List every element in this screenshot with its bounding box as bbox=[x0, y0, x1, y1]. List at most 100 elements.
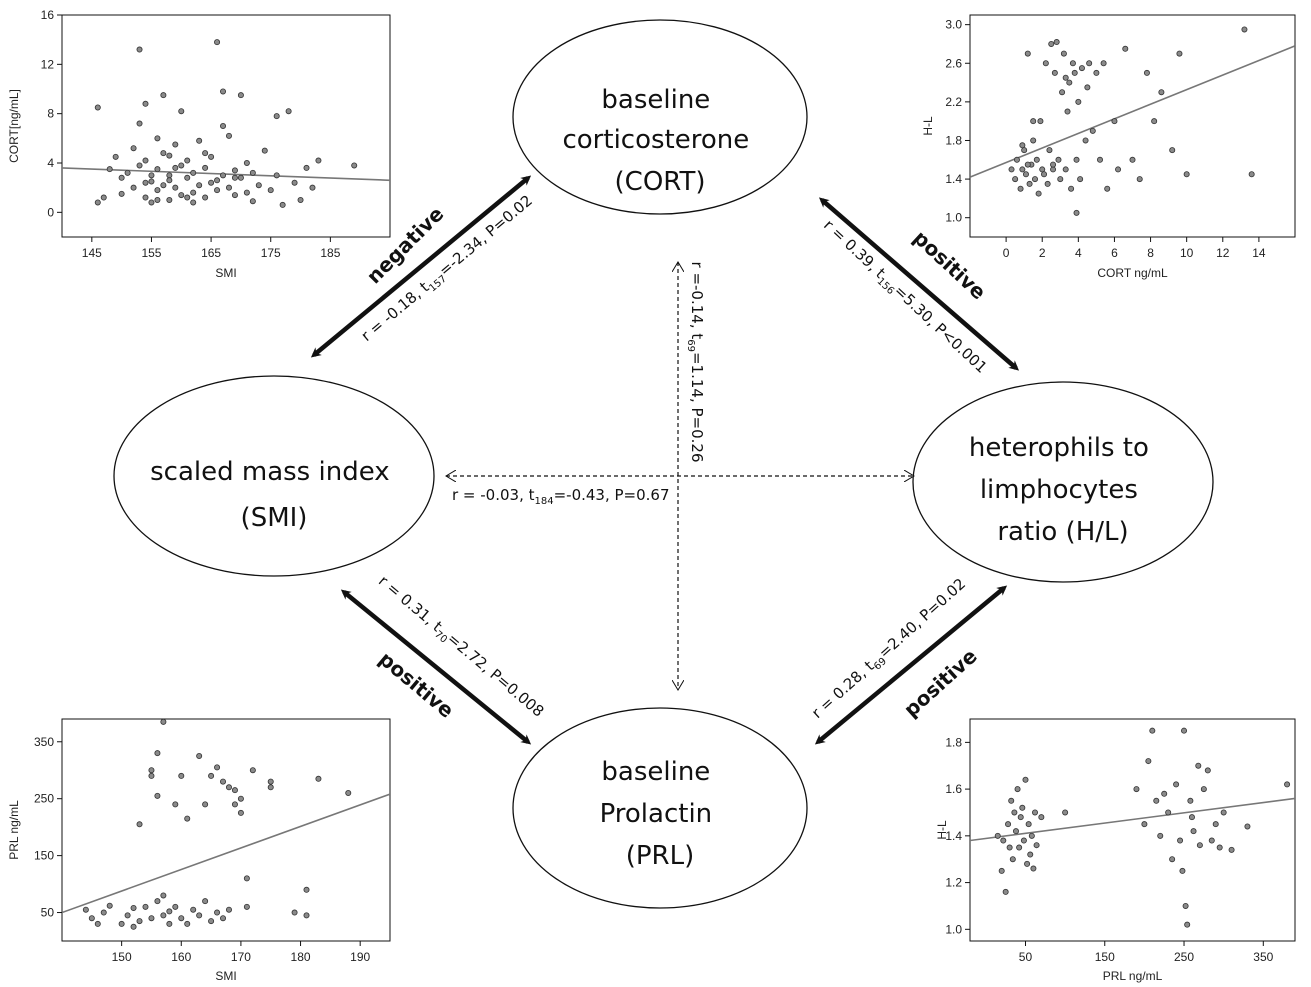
data-point bbox=[1019, 804, 1026, 811]
data-point bbox=[1035, 190, 1042, 197]
data-point bbox=[166, 920, 173, 927]
data-point bbox=[148, 199, 155, 206]
data-point bbox=[202, 150, 209, 157]
y-tick-label: 250 bbox=[34, 792, 54, 806]
data-point bbox=[130, 145, 137, 152]
data-point bbox=[1220, 809, 1227, 816]
data-point bbox=[118, 920, 125, 927]
data-point bbox=[154, 135, 161, 142]
data-point bbox=[1032, 809, 1039, 816]
svg-text:baseline Prolactin: baseline Prolactin (PRL) bbox=[600, 757, 721, 871]
x-tick-label: 150 bbox=[112, 950, 132, 964]
data-point bbox=[1183, 171, 1190, 178]
data-point bbox=[1046, 147, 1053, 154]
data-point bbox=[303, 886, 310, 893]
data-point bbox=[160, 182, 167, 189]
x-tick-label: 185 bbox=[320, 246, 340, 260]
stats-cort-prl-rest: =1.14, P=0.26 bbox=[688, 352, 706, 463]
data-point bbox=[1068, 185, 1075, 192]
data-point bbox=[285, 108, 292, 115]
data-point bbox=[178, 108, 185, 115]
data-point bbox=[249, 169, 256, 176]
x-tick-label: 190 bbox=[350, 950, 370, 964]
data-point bbox=[1097, 156, 1104, 163]
data-point bbox=[142, 179, 149, 186]
stats-smi-prl-rest: =2.72, P=0.008 bbox=[444, 630, 548, 721]
y-tick-label: 1.4 bbox=[945, 172, 962, 186]
data-point bbox=[1062, 166, 1069, 173]
data-point bbox=[94, 920, 101, 927]
data-point bbox=[208, 918, 215, 925]
data-point bbox=[214, 177, 221, 184]
data-point bbox=[1161, 790, 1168, 797]
data-point bbox=[1027, 851, 1034, 858]
data-point bbox=[1169, 856, 1176, 863]
stats-cort-prl: r =-0.14, t69=1.14, P=0.26 bbox=[685, 262, 706, 463]
x-tick-label: 2 bbox=[1039, 246, 1046, 260]
data-point bbox=[202, 801, 209, 808]
stats-prl-hl: r = 0.28, t69=2.40, P=0.02 bbox=[808, 575, 971, 725]
node-hl-line-2: limphocytes bbox=[980, 475, 1138, 505]
scatter-prl-vs-hl: 50 150 250 350 1.0 1.2 1.4 1.6 1.8 PRL ng/mL H-L bbox=[935, 718, 1296, 983]
data-point bbox=[1136, 176, 1143, 183]
data-point bbox=[237, 795, 244, 802]
node-cort: baseline corticosterone (CORT) bbox=[512, 19, 808, 215]
data-point bbox=[160, 912, 167, 919]
node-prl-line-2: Prolactin bbox=[600, 799, 713, 829]
data-point bbox=[249, 767, 256, 774]
x-tick-label: 4 bbox=[1075, 246, 1082, 260]
data-point bbox=[1017, 185, 1024, 192]
data-point bbox=[178, 162, 185, 169]
data-point bbox=[1069, 60, 1076, 67]
y-tick-label: 150 bbox=[34, 849, 54, 863]
data-point bbox=[231, 167, 238, 174]
data-point bbox=[1089, 127, 1096, 134]
fit-line bbox=[970, 797, 1295, 842]
data-point bbox=[136, 918, 143, 925]
data-point bbox=[1212, 821, 1219, 828]
x-tick-label: 170 bbox=[231, 950, 251, 964]
x-tick-label: 12 bbox=[1216, 246, 1230, 260]
data-point bbox=[998, 867, 1005, 874]
data-point bbox=[202, 164, 209, 171]
data-point bbox=[160, 718, 167, 725]
data-point bbox=[249, 198, 256, 205]
data-point bbox=[1073, 156, 1080, 163]
data-point bbox=[190, 169, 197, 176]
data-point bbox=[1196, 842, 1203, 849]
data-point bbox=[214, 764, 221, 771]
data-point bbox=[1075, 98, 1082, 105]
y-tick-label: 2.6 bbox=[945, 56, 962, 70]
data-point bbox=[1024, 860, 1031, 867]
plot-frame bbox=[969, 14, 1296, 238]
data-point bbox=[1066, 79, 1073, 86]
data-point bbox=[1011, 809, 1018, 816]
data-point bbox=[154, 196, 161, 203]
data-point bbox=[1012, 176, 1019, 183]
data-point bbox=[273, 172, 280, 179]
data-point bbox=[1057, 176, 1064, 183]
data-point bbox=[1111, 118, 1118, 125]
data-point bbox=[214, 187, 221, 194]
data-point bbox=[1077, 176, 1084, 183]
data-point bbox=[154, 792, 161, 799]
data-point bbox=[1153, 797, 1160, 804]
data-point bbox=[172, 141, 179, 148]
data-point bbox=[172, 164, 179, 171]
data-point bbox=[303, 164, 310, 171]
data-point bbox=[178, 915, 185, 922]
data-point bbox=[190, 906, 197, 913]
data-point bbox=[1284, 781, 1291, 788]
data-point bbox=[1133, 786, 1140, 793]
data-point bbox=[1104, 185, 1111, 192]
data-point bbox=[190, 189, 197, 196]
data-point bbox=[136, 162, 143, 169]
x-tick-label: 160 bbox=[171, 950, 191, 964]
data-point bbox=[166, 908, 173, 915]
scatter-smi-vs-cort: 145 155 165 175 185 0 4 8 12 16 SMI CORT[ng/mL] bbox=[7, 8, 391, 280]
stats-smi-hl-df: 184 bbox=[535, 496, 554, 507]
data-point bbox=[303, 912, 310, 919]
x-tick-label: 150 bbox=[1095, 950, 1115, 964]
data-point bbox=[1019, 166, 1026, 173]
data-point bbox=[255, 182, 262, 189]
